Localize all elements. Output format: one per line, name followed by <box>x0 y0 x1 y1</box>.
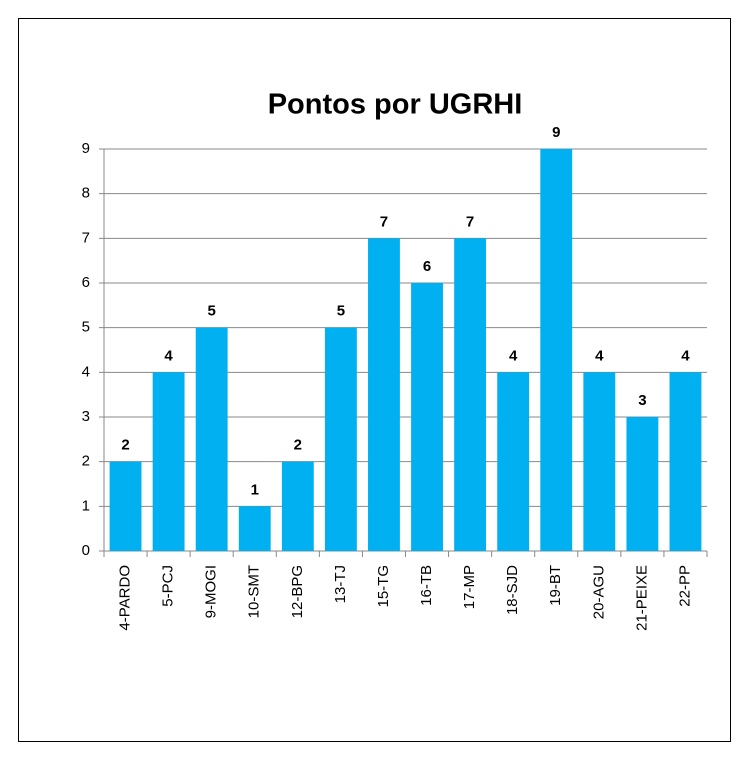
bar <box>626 417 659 551</box>
y-tick-label: 7 <box>82 229 90 246</box>
x-tick-label: 21-PEIXE <box>633 565 650 631</box>
data-label: 4 <box>164 347 173 364</box>
data-label: 5 <box>337 303 345 320</box>
x-tick-label: 19-BT <box>547 565 564 606</box>
bar <box>238 506 271 551</box>
y-tick-label: 5 <box>82 319 90 336</box>
chart-title: Pontos por UGRHI <box>268 89 523 121</box>
x-tick-label: 18-SJD <box>504 565 521 615</box>
y-tick-label: 6 <box>82 274 90 291</box>
x-tick-label: 10-SMT <box>246 565 263 618</box>
bar <box>324 327 357 551</box>
x-tick-label: 9-MOGI <box>203 565 220 618</box>
data-label: 7 <box>380 213 388 230</box>
y-tick-label: 1 <box>82 497 90 514</box>
data-label: 2 <box>121 437 129 454</box>
y-tick-label: 0 <box>82 542 90 559</box>
bar <box>109 461 142 551</box>
data-label: 9 <box>552 124 560 141</box>
x-tick-label: 13-TJ <box>332 565 349 603</box>
y-tick-label: 8 <box>82 185 90 202</box>
data-label: 4 <box>681 347 690 364</box>
data-label: 7 <box>466 213 474 230</box>
bar <box>368 238 400 552</box>
x-tick-label: 17-MP <box>461 565 478 609</box>
bar <box>411 283 443 551</box>
x-tick-label: 16-TB <box>418 565 435 606</box>
bar <box>583 372 616 551</box>
y-tick-label: 4 <box>82 363 90 380</box>
data-label: 2 <box>294 437 302 454</box>
y-tick-label: 3 <box>82 408 90 425</box>
data-label: 4 <box>509 347 518 364</box>
bar <box>540 149 573 551</box>
bar <box>152 372 185 551</box>
data-label: 6 <box>423 258 431 275</box>
y-tick-label: 2 <box>82 453 90 470</box>
x-tick-label: 5-PCJ <box>160 565 177 607</box>
bar <box>281 461 314 551</box>
bar <box>669 372 702 551</box>
x-tick-label: 20-AGU <box>590 565 607 619</box>
x-tick-label: 15-TG <box>375 565 392 608</box>
x-tick-label: 22-PP <box>676 565 693 607</box>
y-tick-label: 9 <box>82 140 90 157</box>
bar <box>497 372 530 551</box>
x-tick-label: 12-BPG <box>289 565 306 618</box>
data-label: 3 <box>638 392 646 409</box>
data-label: 5 <box>208 303 216 320</box>
bar <box>195 327 228 551</box>
data-label: 4 <box>595 347 604 364</box>
data-label: 1 <box>251 481 259 498</box>
bar <box>454 238 487 552</box>
x-tick-label: 4-PARDO <box>117 565 134 631</box>
